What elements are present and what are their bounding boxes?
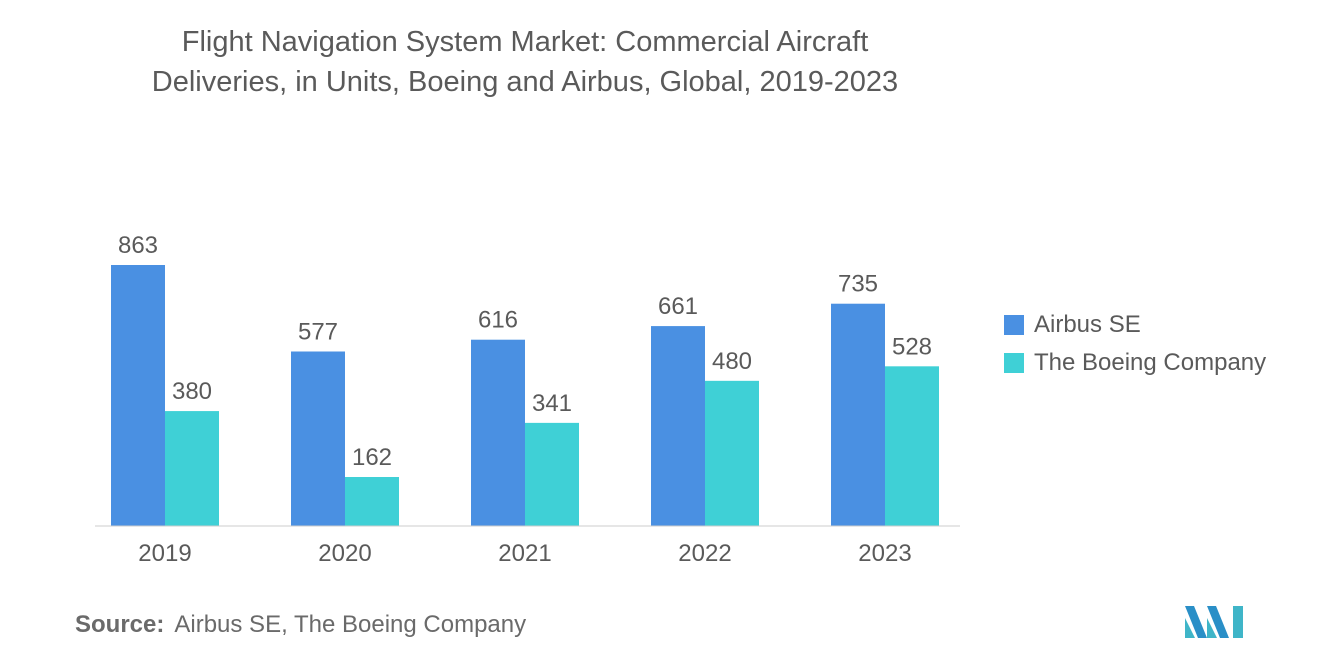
bar-airbus-2019[interactable] [111,265,165,526]
data-label-airbus-2021: 616 [478,307,518,334]
bar-airbus-2023[interactable] [831,303,885,526]
bar-boeing-2023[interactable] [885,366,939,526]
legend-label-boeing: The Boeing Company [1034,349,1267,376]
x-tick-label-2020: 2020 [318,540,371,567]
legend-label-airbus: Airbus SE [1034,311,1141,338]
source-label: Source: [75,611,165,638]
bar-airbus-2022[interactable] [651,326,705,526]
x-tick-label-2019: 2019 [138,540,191,567]
data-label-boeing-2019: 380 [172,378,212,405]
data-label-airbus-2019: 863 [118,232,158,259]
bar-boeing-2022[interactable] [705,380,759,526]
labels-layer: 863 380 2019 577 162 2020 616 341 2021 661 480 2022… [118,232,932,567]
legend-item-boeing[interactable]: The Boeing Company [1004,344,1266,382]
data-label-airbus-2022: 661 [658,293,698,320]
chart-title-line-2: Deliveries, in Units, Boeing and Airbus,… [151,66,899,98]
bar-boeing-2019[interactable] [165,411,219,526]
data-label-boeing-2022: 480 [712,348,752,375]
legend-swatch-boeing [1004,353,1024,373]
data-label-airbus-2023: 735 [838,271,878,298]
bar-airbus-2020[interactable] [291,351,345,526]
chart-legend: Airbus SE The Boeing Company [1004,306,1266,382]
data-label-airbus-2020: 577 [298,318,338,345]
x-tick-label-2022: 2022 [678,540,731,567]
x-tick-label-2021: 2021 [498,540,551,567]
data-label-boeing-2020: 162 [352,444,392,471]
source-text: Airbus SE, The Boeing Company [174,611,527,638]
chart-title: Flight Navigation System Market: Commerc… [0,22,1050,102]
data-label-boeing-2021: 341 [532,390,572,417]
bar-boeing-2021[interactable] [525,422,579,526]
x-tick-label-2023: 2023 [858,540,911,567]
bar-airbus-2021[interactable] [471,339,525,526]
data-label-boeing-2023: 528 [892,333,932,360]
bars-layer [111,265,939,526]
bar-boeing-2020[interactable] [345,477,399,526]
mordor-intelligence-logo-icon [1185,606,1243,638]
legend-item-airbus[interactable]: Airbus SE [1004,306,1266,344]
chart-title-line-1: Flight Navigation System Market: Commerc… [181,26,869,58]
legend-swatch-airbus [1004,315,1024,335]
source-note: Source: Airbus SE, The Boeing Company [75,611,526,639]
